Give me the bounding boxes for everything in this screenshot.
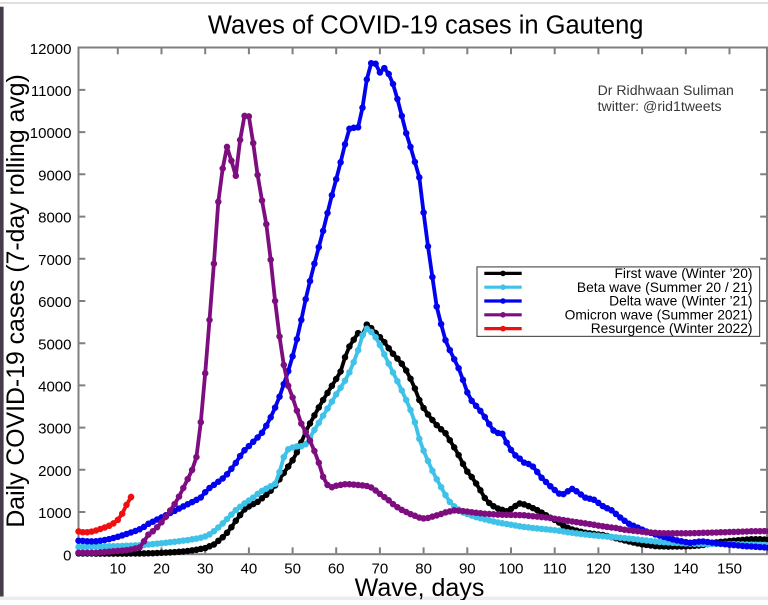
svg-text:12000: 12000 <box>30 41 72 58</box>
svg-text:Omicron wave (Summer 2021): Omicron wave (Summer 2021) <box>565 307 753 322</box>
svg-text:10: 10 <box>109 561 126 578</box>
svg-text:7000: 7000 <box>38 252 71 269</box>
svg-text:110: 110 <box>543 561 567 578</box>
svg-text:Waves of COVID-19 cases in Gau: Waves of COVID-19 cases in Gauteng <box>208 12 644 40</box>
svg-text:Dr Ridhwaan Suliman: Dr Ridhwaan Suliman <box>598 82 734 98</box>
svg-text:11000: 11000 <box>31 83 72 100</box>
svg-text:5000: 5000 <box>38 336 71 353</box>
svg-text:4000: 4000 <box>38 379 71 396</box>
svg-text:1000: 1000 <box>38 505 71 522</box>
svg-text:9000: 9000 <box>38 167 71 184</box>
svg-text:150: 150 <box>717 561 742 578</box>
svg-text:First wave (Winter ’20): First wave (Winter ’20) <box>615 266 753 281</box>
svg-text:Delta wave (Winter ’21): Delta wave (Winter ’21) <box>609 294 752 309</box>
svg-text:twitter: @rid1tweets: twitter: @rid1tweets <box>598 98 722 114</box>
svg-text:3000: 3000 <box>38 421 71 438</box>
svg-text:90: 90 <box>459 561 476 578</box>
svg-text:Beta wave (Summer 20 / 21): Beta wave (Summer 20 / 21) <box>577 280 753 295</box>
svg-text:8000: 8000 <box>38 210 71 227</box>
svg-text:70: 70 <box>372 561 389 578</box>
svg-text:50: 50 <box>284 561 301 578</box>
svg-text:100: 100 <box>498 561 523 578</box>
svg-text:20: 20 <box>153 561 170 578</box>
svg-text:Wave, days: Wave, days <box>355 574 485 600</box>
svg-text:0: 0 <box>63 547 71 564</box>
svg-text:120: 120 <box>586 561 611 578</box>
svg-text:140: 140 <box>673 561 698 578</box>
svg-text:Resurgence (Winter 2022): Resurgence (Winter 2022) <box>591 321 753 336</box>
svg-text:10000: 10000 <box>30 125 72 142</box>
svg-text:2000: 2000 <box>38 463 71 480</box>
svg-text:30: 30 <box>197 561 214 578</box>
svg-text:80: 80 <box>415 561 432 578</box>
svg-text:130: 130 <box>630 561 655 578</box>
svg-text:60: 60 <box>328 561 345 578</box>
svg-text:Daily COVID-19 cases (7-day ro: Daily COVID-19 cases (7-day rolling avg) <box>3 74 30 527</box>
svg-text:6000: 6000 <box>38 294 71 311</box>
svg-text:40: 40 <box>241 561 258 578</box>
